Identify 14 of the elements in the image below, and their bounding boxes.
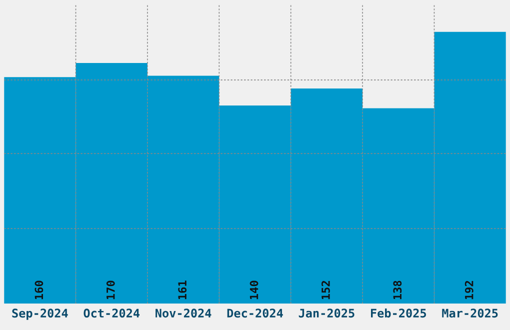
- data-label: 161: [178, 280, 187, 300]
- data-label: 152: [322, 281, 330, 300]
- x-tick-label: Dec-2024: [227, 308, 283, 318]
- data-label: 170: [106, 280, 115, 300]
- x-tick-label: Nov-2024: [156, 308, 212, 318]
- data-label: 160: [34, 280, 44, 300]
- x-tick-label: Jan-2025: [298, 308, 354, 318]
- data-label: 138: [393, 280, 402, 300]
- x-tick-label: Oct-2024: [84, 308, 140, 318]
- data-label: 140: [250, 280, 258, 300]
- data-label: 192: [464, 281, 474, 300]
- x-tick-label: Mar-2025: [442, 308, 498, 318]
- x-tick-label: Feb-2025: [371, 308, 426, 318]
- x-tick-label: Sep-2024: [12, 308, 68, 320]
